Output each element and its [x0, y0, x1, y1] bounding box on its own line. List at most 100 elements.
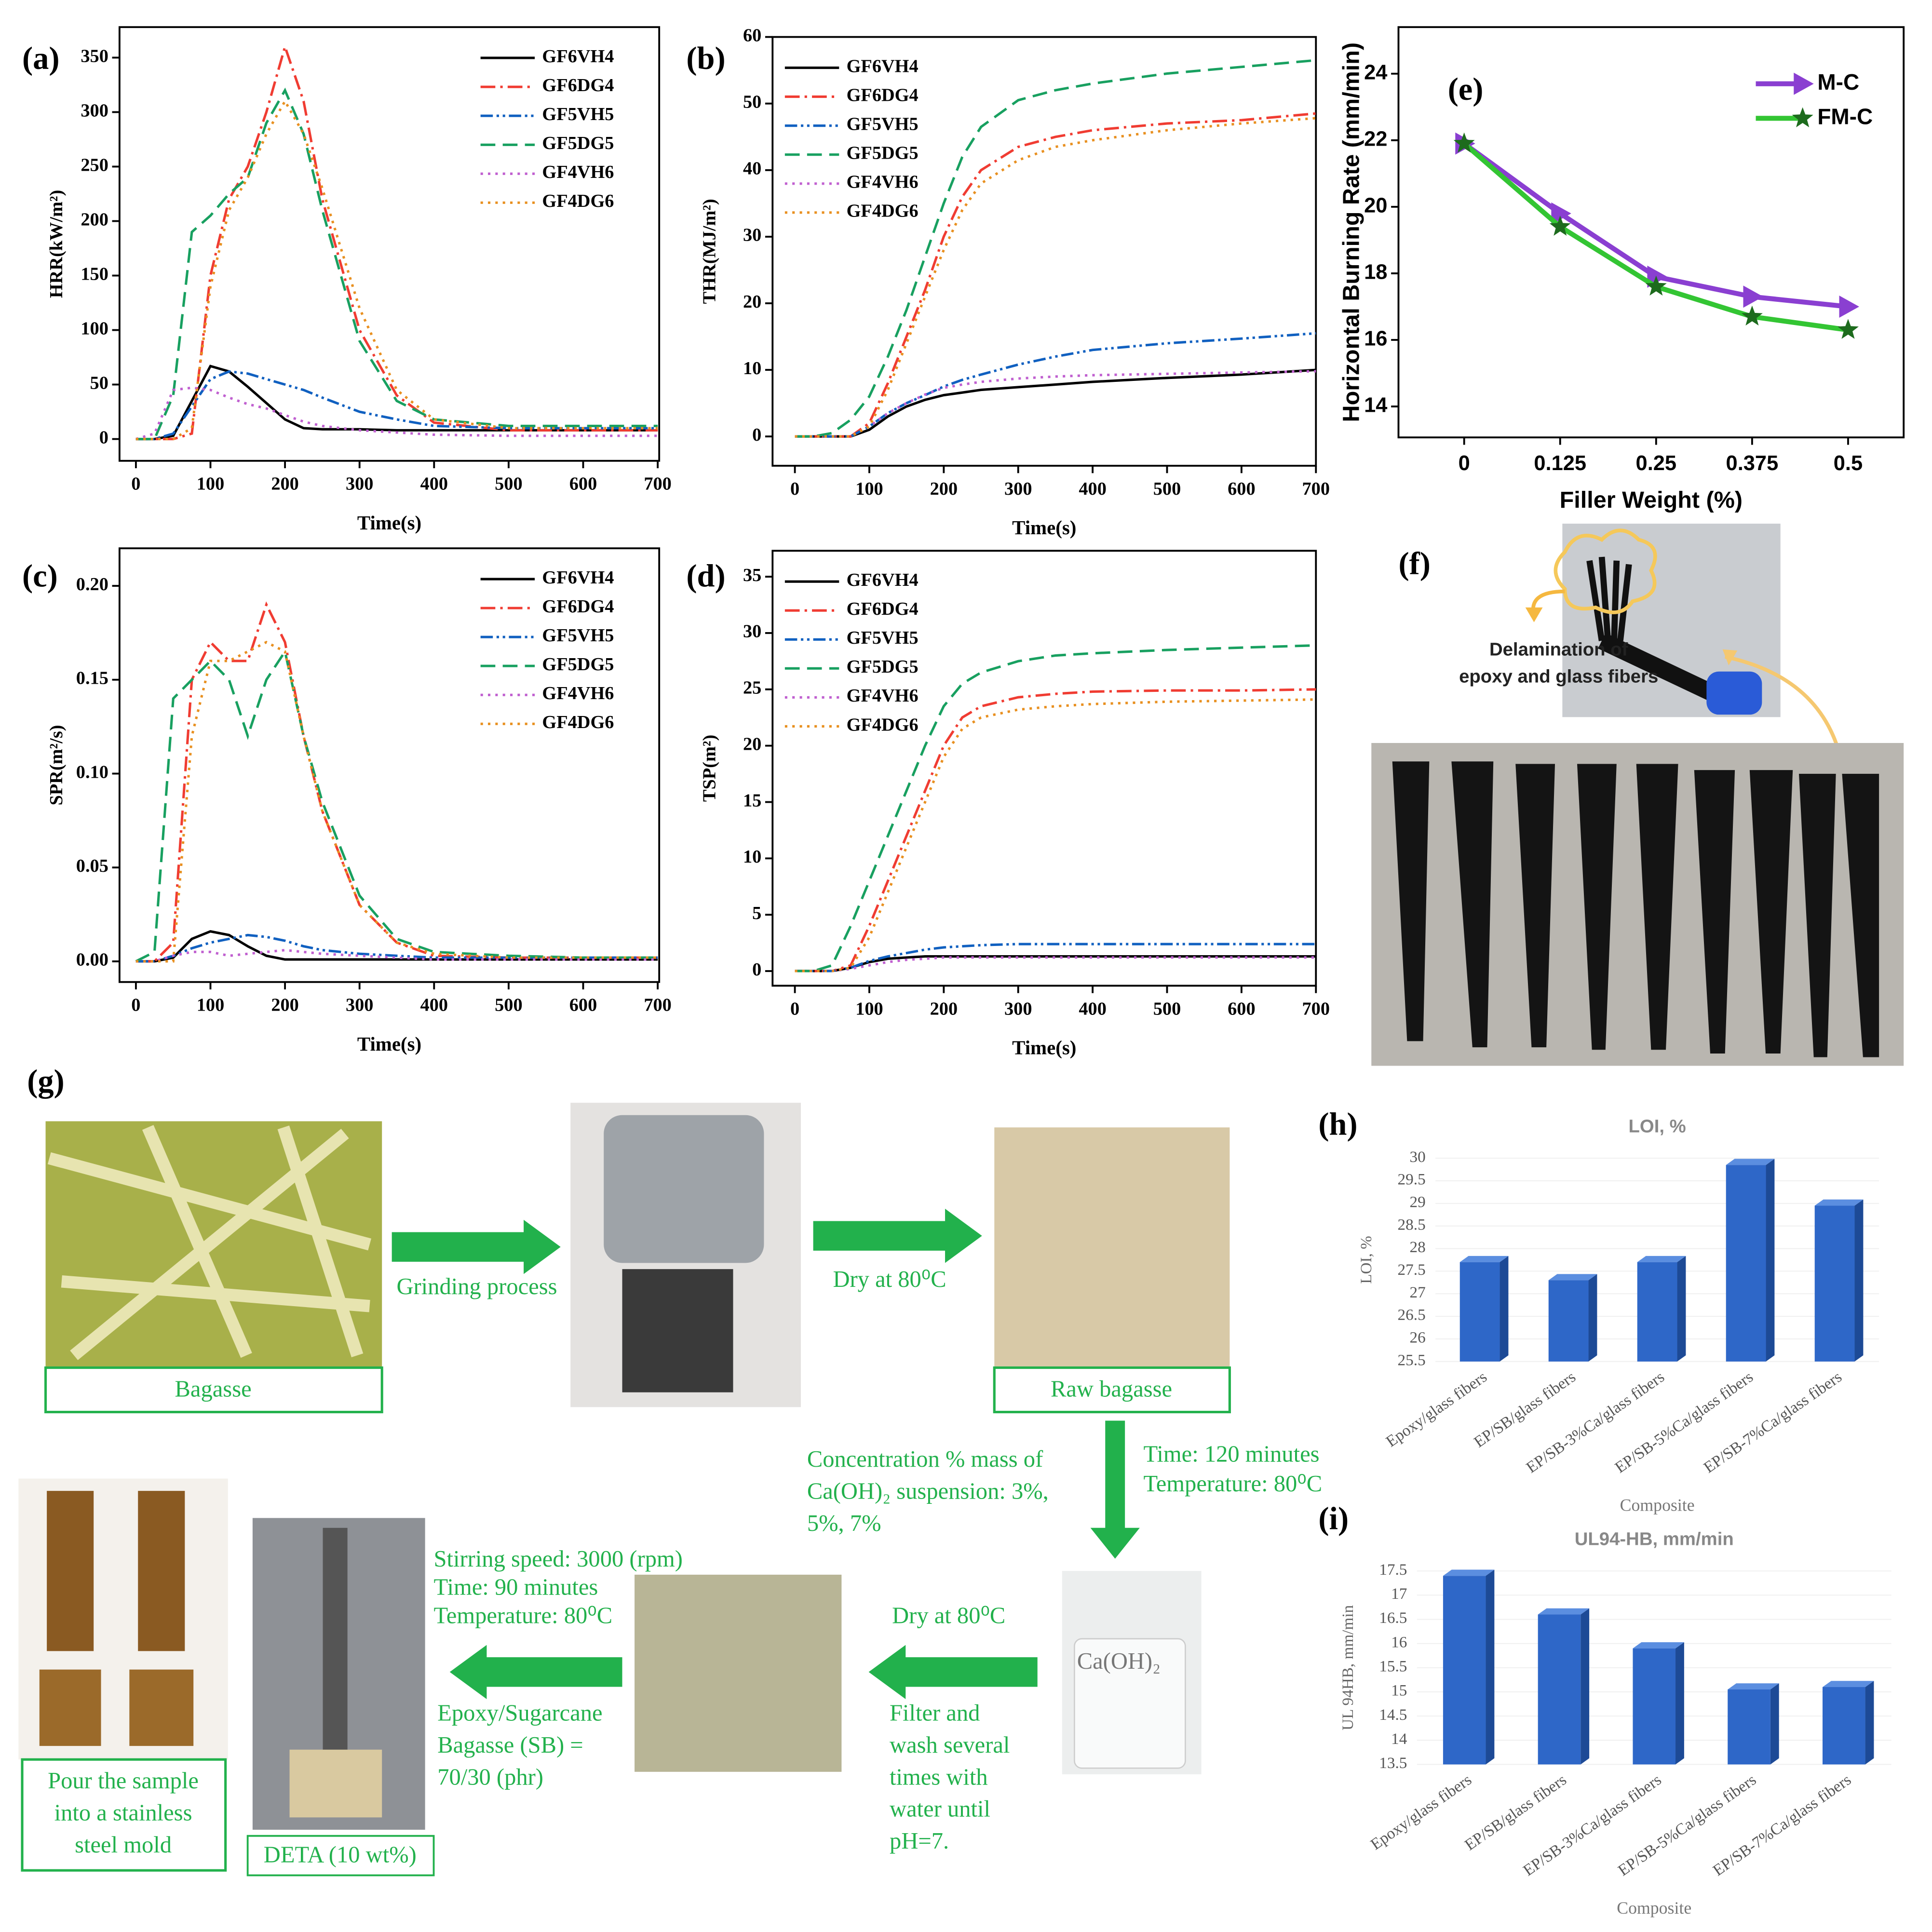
x-tick-label: 500 [1153, 479, 1181, 499]
panel-label: (a) [22, 41, 59, 76]
photo-specimen [129, 1669, 194, 1746]
photo-specimen [39, 1669, 101, 1746]
panel-label: (e) [1448, 72, 1484, 107]
bar-side [1486, 1569, 1495, 1765]
photo-suspension [1074, 1638, 1186, 1769]
series-line [795, 644, 1316, 973]
y-tick-label: 15.5 [1379, 1657, 1407, 1675]
x-tick-label: 300 [1004, 479, 1032, 499]
photo-sample-strips [1392, 761, 1879, 1057]
step-label: wash several [890, 1732, 1010, 1758]
y-tick-label: 22 [1364, 127, 1387, 150]
x-tick-label: 600 [569, 474, 597, 494]
x-tick-label: 700 [1302, 999, 1330, 1019]
chart-title: UL94-HB, mm/min [1575, 1528, 1734, 1549]
annotation: Delamination of [1489, 639, 1628, 660]
y-tick-label: 0.20 [76, 574, 108, 594]
bar [1538, 1614, 1581, 1765]
y-tick-label: 0 [752, 959, 761, 980]
x-tick-label: 0 [131, 995, 140, 1015]
legend-label: FM-C [1817, 104, 1873, 129]
y-tick-label: 150 [81, 264, 108, 284]
photo-specimen [138, 1491, 185, 1651]
y-tick-label: 14.5 [1379, 1706, 1407, 1724]
bar [1459, 1262, 1500, 1362]
y-tick-label: 16.5 [1379, 1609, 1407, 1627]
bar [1633, 1648, 1676, 1765]
x-tick-label: 0.375 [1726, 452, 1779, 475]
y-tick-label: 0.00 [76, 950, 108, 970]
legend-label: GF5VH5 [847, 628, 919, 648]
x-tick-label: 700 [644, 474, 672, 494]
legend-label: GF5DG5 [542, 133, 614, 153]
series-line [795, 59, 1316, 438]
y-tick-label: 26.5 [1398, 1306, 1426, 1324]
y-tick-label: 30 [743, 225, 761, 245]
y-tick-label: 17.5 [1379, 1561, 1407, 1579]
legend-label: GF6DG4 [847, 85, 919, 105]
y-tick-label: 25.5 [1398, 1351, 1426, 1369]
photo-grinder-body [604, 1115, 764, 1263]
legend-label: GF6DG4 [542, 596, 614, 617]
flow-arrow [392, 1219, 561, 1274]
x-tick-label: 400 [1079, 999, 1107, 1019]
photo-stirrer-shaft [323, 1527, 348, 1774]
y-tick-label: 13.5 [1379, 1754, 1407, 1772]
step-label: Pour the sample [48, 1768, 199, 1794]
y-tick-label: 20 [1364, 194, 1387, 217]
bar-top [1548, 1274, 1597, 1281]
y-axis-title: SPR(m²/s) [46, 725, 67, 805]
panel-label: (i) [1318, 1501, 1349, 1536]
y-tick-label: 30 [1409, 1148, 1425, 1166]
y-tick-label: 29 [1409, 1193, 1425, 1211]
x-tick-label: 400 [1079, 479, 1107, 499]
y-tick-label: 30 [743, 621, 761, 642]
x-tick-label: 400 [420, 995, 448, 1015]
legend-label: GF5VH5 [542, 104, 614, 124]
annotation-arrow [1724, 655, 1844, 765]
flow-arrow [449, 1645, 622, 1700]
x-tick-label: 500 [1153, 999, 1181, 1019]
x-tick-label: 0 [131, 474, 140, 494]
step-label: Filter and [890, 1700, 980, 1726]
y-tick-label: 0 [99, 427, 108, 447]
series-line [795, 117, 1316, 438]
step-label: steel mold [75, 1832, 172, 1858]
x-tick-label: 200 [930, 999, 958, 1019]
series-line [135, 648, 658, 963]
y-tick-label: 60 [743, 25, 761, 45]
label-box [21, 1758, 227, 1872]
point-marker [1837, 319, 1859, 339]
plot-frame [118, 26, 661, 462]
step-label: Grinding process [396, 1273, 557, 1299]
bar-top [1637, 1256, 1686, 1262]
x-tick-label: 0 [1459, 452, 1470, 475]
photo-specimen [47, 1491, 94, 1651]
step-label: Bagasse [175, 1376, 252, 1402]
photo-treated-bagasse [635, 1574, 842, 1772]
series-line [795, 112, 1316, 438]
y-axis-title: Horizontal Burning Rate (mm/min) [1338, 42, 1365, 422]
x-tick-label: 100 [855, 999, 883, 1019]
bar [1548, 1280, 1589, 1362]
legend-label: GF4VH6 [847, 686, 919, 706]
legend-label: GF6VH4 [542, 567, 614, 588]
plot-frame [1397, 26, 1905, 439]
point-marker [1645, 275, 1667, 296]
panel-label: (c) [22, 558, 58, 594]
x-tick-label: 300 [1004, 999, 1032, 1019]
step-label: Temperature: 80⁰C [434, 1602, 613, 1628]
point-marker [1549, 216, 1571, 236]
point-marker [1743, 285, 1763, 308]
x-tick-label: 0.25 [1636, 452, 1677, 475]
y-tick-label: 0 [752, 425, 761, 445]
y-tick-label: 16 [1391, 1633, 1407, 1651]
bar-side [1865, 1681, 1874, 1765]
bar [1726, 1165, 1766, 1362]
x-tick-label: 0.5 [1834, 452, 1863, 475]
y-tick-label: 15 [743, 790, 761, 811]
legend-label: GF4VH6 [542, 683, 614, 703]
series-line [135, 42, 658, 441]
series-line [795, 956, 1316, 973]
bar [1823, 1687, 1865, 1765]
